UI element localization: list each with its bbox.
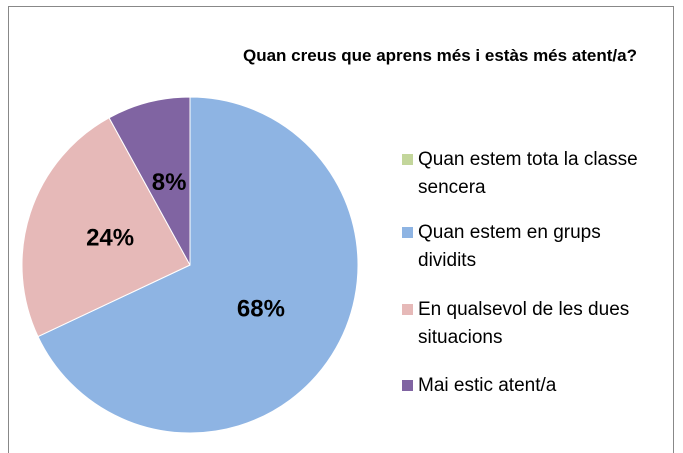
data-label: 8%: [152, 169, 187, 196]
legend-label: Mai estic atent/a: [418, 375, 557, 396]
pie-slice: [21, 117, 191, 338]
legend-swatch: [402, 227, 413, 238]
legend-label: Quan estem tota la classe sencera: [418, 149, 643, 198]
legend-label: En qualsevol de les dues situacions: [418, 299, 635, 348]
pie-slice: [37, 96, 359, 434]
legend-swatch: [402, 380, 413, 391]
legend-label: Quan estem en grups dividits: [418, 222, 606, 271]
data-label: 24%: [86, 224, 134, 251]
data-label: 68%: [237, 295, 285, 322]
pie-slice: [108, 96, 191, 266]
legend-swatch: [402, 304, 413, 315]
chart-title: Quan creus que aprens més i estàs més at…: [243, 46, 637, 65]
legend-swatch: [402, 154, 413, 165]
